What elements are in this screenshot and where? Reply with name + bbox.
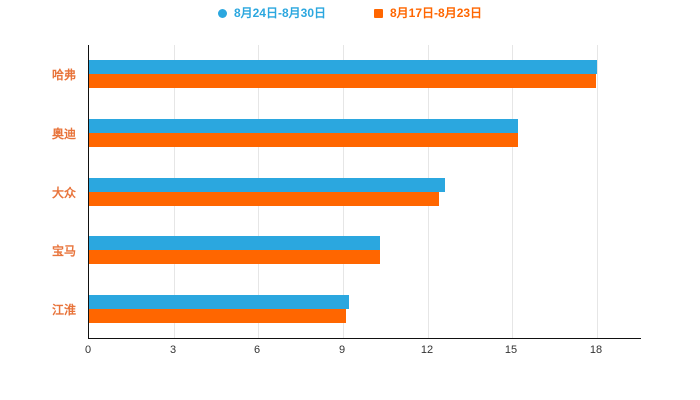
- bar-series0-cat0: [89, 60, 597, 74]
- bar-series0-cat4: [89, 295, 349, 309]
- gridline-x-18: [597, 45, 598, 338]
- category-label-1: 奥迪: [51, 127, 76, 141]
- legend-label-week2: 8月24日-8月30日: [233, 6, 326, 20]
- category-label-4: 江淮: [51, 303, 76, 317]
- bar-series0-cat2: [89, 178, 445, 192]
- x-tick-label-6: 6: [253, 344, 261, 356]
- x-axis-ticks: 0 3 6 9 12 15 18: [0, 344, 700, 360]
- legend: 8月24日-8月30日 8月17日-8月23日: [0, 6, 700, 20]
- bar-series1-cat3: [89, 250, 380, 264]
- bar-series1-cat4: [89, 309, 346, 323]
- x-tick-label-9: 9: [338, 344, 346, 356]
- bar-series0-cat3: [89, 236, 380, 250]
- legend-marker-circle-icon: [217, 8, 227, 18]
- plot-area: [88, 45, 641, 339]
- bar-series1-cat0: [89, 74, 596, 88]
- x-tick-label-15: 15: [504, 344, 518, 356]
- bar-series1-cat1: [89, 133, 518, 147]
- x-tick-label-18: 18: [589, 344, 603, 356]
- legend-label-week1: 8月17日-8月23日: [390, 6, 483, 20]
- bar-series1-cat2: [89, 192, 439, 206]
- category-label-0: 哈弗: [51, 68, 76, 82]
- y-axis-labels: 哈弗奥迪大众宝马江淮: [0, 0, 82, 400]
- category-label-2: 大众: [51, 186, 76, 200]
- category-label-3: 宝马: [51, 244, 76, 258]
- x-tick-label-3: 3: [169, 344, 177, 356]
- legend-item-week2[interactable]: 8月24日-8月30日: [217, 6, 326, 20]
- legend-item-week1[interactable]: 8月17日-8月23日: [374, 6, 482, 20]
- x-tick-label-12: 12: [420, 344, 434, 356]
- bar-series0-cat1: [89, 119, 518, 133]
- gridline-x-15: [512, 45, 513, 338]
- x-tick-label-0: 0: [84, 344, 92, 356]
- legend-marker-square-icon: [374, 8, 383, 18]
